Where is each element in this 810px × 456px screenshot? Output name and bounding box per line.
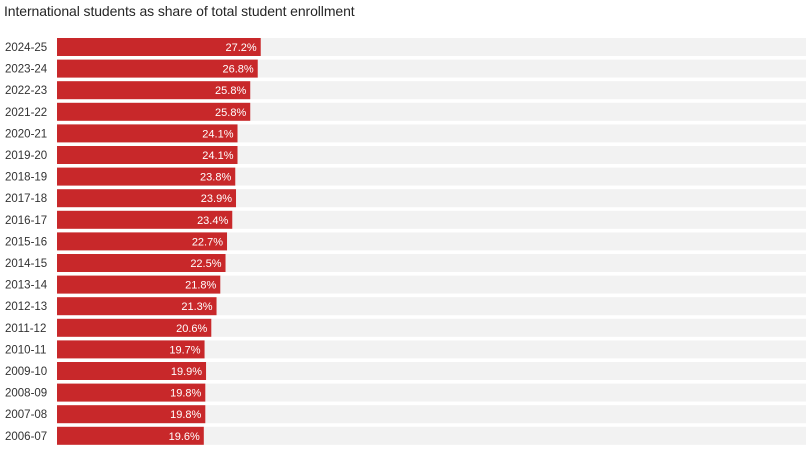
category-label: 2011-12 xyxy=(5,323,46,335)
category-label: 2007-08 xyxy=(5,409,47,421)
value-label: 27.2% xyxy=(226,42,257,54)
bar-row: 2015-16 22.7% xyxy=(5,232,806,251)
category-label: 2012-13 xyxy=(5,301,47,313)
bar-row: 2006-07 19.6% xyxy=(5,426,806,445)
value-label: 20.6% xyxy=(176,323,207,335)
bar-track xyxy=(57,362,806,380)
bar-track xyxy=(57,189,806,208)
category-label: 2010-11 xyxy=(5,344,46,356)
bar-track xyxy=(57,405,806,424)
bar-track xyxy=(57,275,806,294)
value-label: 26.8% xyxy=(223,64,254,76)
bar-row: 2013-14 21.8% xyxy=(5,275,806,294)
bar-row: 2017-18 23.9% xyxy=(5,189,806,208)
value-label: 19.8% xyxy=(170,388,201,400)
bar xyxy=(57,189,237,208)
bar xyxy=(57,167,236,186)
bar-row: 2014-15 22.5% xyxy=(5,254,806,272)
value-label: 19.9% xyxy=(171,366,202,378)
category-label: 2016-17 xyxy=(5,215,47,227)
bar xyxy=(57,146,238,164)
bar-row: 2016-17 23.4% xyxy=(5,210,806,229)
bar xyxy=(57,318,212,337)
bar xyxy=(57,362,207,380)
bar-row: 2024-25 27.2% xyxy=(5,38,806,56)
bar xyxy=(57,297,217,316)
category-label: 2013-14 xyxy=(5,280,48,292)
bar-row: 2007-08 19.8% xyxy=(5,405,806,424)
category-label: 2009-10 xyxy=(5,366,47,378)
bar-row: 2019-20 24.1% xyxy=(5,146,806,164)
category-label: 2008-09 xyxy=(5,388,47,400)
category-label: 2023-24 xyxy=(5,64,48,76)
bar xyxy=(57,426,204,445)
bar-row: 2018-19 23.8% xyxy=(5,167,806,186)
value-label: 24.1% xyxy=(202,150,233,162)
category-label: 2017-18 xyxy=(5,193,47,205)
bar xyxy=(57,59,258,78)
bar-row: 2009-10 19.9% xyxy=(5,362,806,380)
bar-row: 2021-22 25.8% xyxy=(5,102,806,121)
bar-track xyxy=(57,426,806,445)
bar-track xyxy=(57,297,806,316)
value-label: 22.5% xyxy=(190,258,221,270)
bar-row: 2012-13 21.3% xyxy=(5,297,806,316)
bar-track xyxy=(57,210,806,229)
value-label: 19.7% xyxy=(169,344,200,356)
bar-row: 2020-21 24.1% xyxy=(5,124,806,143)
bar xyxy=(57,254,226,272)
bar xyxy=(57,124,238,143)
value-label: 21.3% xyxy=(181,301,212,313)
bar-track xyxy=(57,254,806,272)
bar xyxy=(57,340,205,359)
category-label: 2022-23 xyxy=(5,85,47,97)
category-label: 2014-15 xyxy=(5,258,47,270)
bar-track xyxy=(57,146,806,164)
bar xyxy=(57,102,251,121)
bar-track xyxy=(57,232,806,251)
bar xyxy=(57,275,221,294)
value-label: 23.8% xyxy=(200,172,231,184)
bar-track xyxy=(57,383,806,402)
chart-title: International students as share of total… xyxy=(4,3,355,19)
category-label: 2006-07 xyxy=(5,431,47,443)
category-label: 2020-21 xyxy=(5,128,47,140)
bar-track xyxy=(57,340,806,359)
bar xyxy=(57,405,206,424)
bar-row: 2022-23 25.8% xyxy=(5,81,806,100)
bar-track xyxy=(57,318,806,337)
bar-row: 2010-11 19.7% xyxy=(5,340,806,359)
value-label: 19.8% xyxy=(170,409,201,421)
bar xyxy=(57,210,233,229)
category-label: 2021-22 xyxy=(5,107,47,119)
value-label: 22.7% xyxy=(192,236,223,248)
category-label: 2024-25 xyxy=(5,42,47,54)
value-label: 25.8% xyxy=(215,107,246,119)
bar xyxy=(57,232,228,251)
value-label: 23.9% xyxy=(201,193,232,205)
bar xyxy=(57,383,206,402)
value-label: 24.1% xyxy=(202,128,233,140)
value-label: 23.4% xyxy=(197,215,228,227)
value-label: 25.8% xyxy=(215,85,246,97)
category-label: 2019-20 xyxy=(5,150,47,162)
bar-row: 2011-12 20.6% xyxy=(5,318,806,337)
bar-row: 2023-24 26.8% xyxy=(5,59,806,78)
bar xyxy=(57,38,261,56)
value-label: 21.8% xyxy=(185,280,216,292)
bar-track xyxy=(57,167,806,186)
bar-row: 2008-09 19.8% xyxy=(5,383,806,402)
bar-track xyxy=(57,124,806,143)
bar xyxy=(57,81,251,100)
value-label: 19.6% xyxy=(169,431,200,443)
category-label: 2015-16 xyxy=(5,236,47,248)
category-label: 2018-19 xyxy=(5,172,47,184)
